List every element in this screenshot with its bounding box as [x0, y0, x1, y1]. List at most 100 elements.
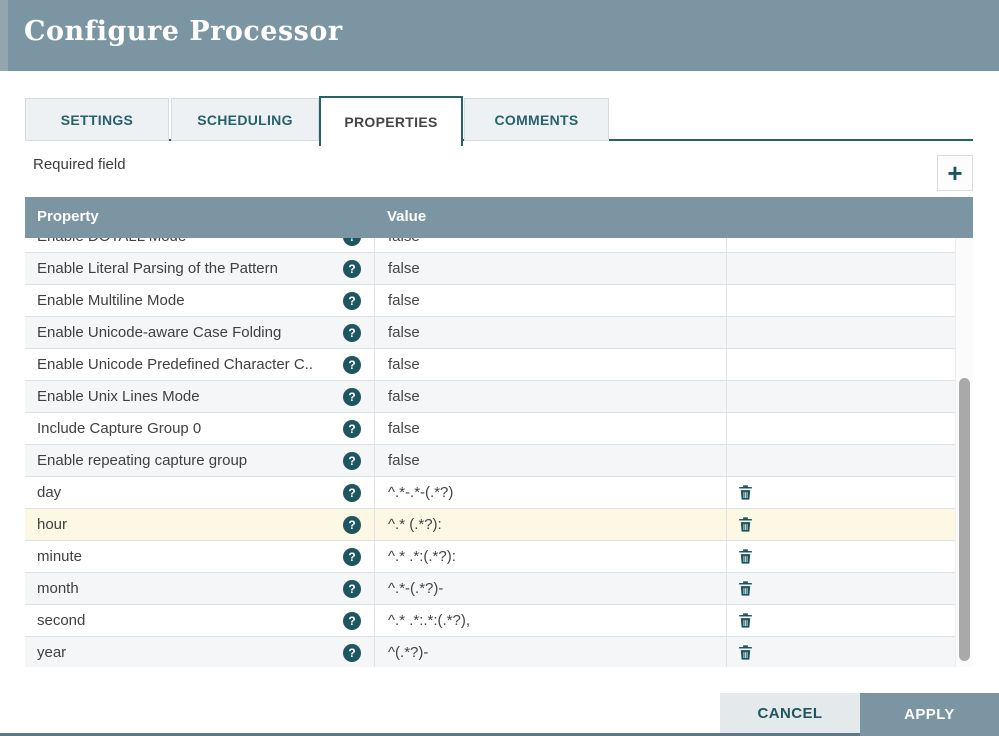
property-name: month — [37, 580, 79, 597]
table-scrollbar-thumb[interactable] — [959, 378, 970, 661]
delete-cell — [726, 413, 955, 444]
add-property-button[interactable]: + — [937, 155, 973, 191]
property-cell: year ? — [25, 637, 374, 667]
property-name: year — [37, 644, 66, 661]
table-row: minute ? ^.* .*:(.*?): — [25, 541, 955, 573]
value-cell[interactable]: false — [374, 381, 726, 412]
table-scrollbar-track[interactable] — [955, 238, 973, 667]
value-cell[interactable]: ^.* .*:.*:(.*?), — [374, 605, 726, 636]
property-name: minute — [37, 548, 82, 565]
help-icon[interactable]: ? — [343, 644, 361, 662]
property-cell: second ? — [25, 605, 374, 636]
delete-cell — [726, 381, 955, 412]
value-cell[interactable]: false — [374, 238, 726, 252]
value-cell[interactable]: false — [374, 413, 726, 444]
property-name: Enable repeating capture group — [37, 452, 247, 469]
cancel-button[interactable]: CANCEL — [720, 693, 860, 733]
help-icon[interactable]: ? — [343, 260, 361, 278]
property-cell: hour ? — [25, 509, 374, 540]
table-row: second ? ^.* .*:.*:(.*?), — [25, 605, 955, 637]
delete-cell — [726, 285, 955, 316]
delete-cell — [726, 253, 955, 284]
delete-property-button trash-icon[interactable] — [736, 483, 756, 503]
table-row: hour ? ^.* (.*?): — [25, 509, 955, 541]
property-name: hour — [37, 516, 67, 533]
help-icon[interactable]: ? — [343, 612, 361, 630]
property-cell: Include Capture Group 0 ? — [25, 413, 374, 444]
table-row: Include Capture Group 0 ? false — [25, 413, 955, 445]
property-name: Enable Literal Parsing of the Pattern — [37, 260, 278, 277]
help-icon[interactable]: ? — [343, 580, 361, 598]
delete-property-button trash-icon[interactable] — [736, 515, 756, 535]
table-row: Enable Unicode Predefined Character C.. … — [25, 349, 955, 381]
delete-property-button trash-icon[interactable] — [736, 579, 756, 599]
column-header-value: Value — [387, 208, 426, 225]
delete-cell — [726, 317, 955, 348]
value-cell[interactable]: ^.* .*:(.*?): — [374, 541, 726, 572]
dialog-title: Configure Processor — [24, 16, 343, 47]
property-cell: minute ? — [25, 541, 374, 572]
required-field-label: Required field — [33, 156, 126, 173]
table-row: Enable Unix Lines Mode ? false — [25, 381, 955, 413]
tab-scheduling[interactable]: SCHEDULING — [171, 98, 319, 141]
apply-button[interactable]: APPLY — [860, 693, 999, 736]
property-cell: Enable DOTALL Mode ? — [25, 238, 374, 252]
table-row: Enable Literal Parsing of the Pattern ? … — [25, 253, 955, 285]
help-icon[interactable]: ? — [343, 238, 361, 246]
delete-property-button trash-icon[interactable] — [736, 611, 756, 631]
table-row: Enable Multiline Mode ? false — [25, 285, 955, 317]
property-name: Enable Unicode Predefined Character C.. — [37, 356, 313, 373]
help-icon[interactable]: ? — [343, 516, 361, 534]
column-header-property: Property — [37, 208, 99, 225]
property-cell: Enable repeating capture group ? — [25, 445, 374, 476]
value-cell[interactable]: false — [374, 349, 726, 380]
delete-property-button trash-icon[interactable] — [736, 643, 756, 663]
titlebar-left-edge — [0, 0, 8, 71]
value-cell[interactable]: false — [374, 285, 726, 316]
value-cell[interactable]: false — [374, 253, 726, 284]
properties-table-body: Enable DOTALL Mode ? false Enable Litera… — [25, 238, 955, 667]
value-cell[interactable]: false — [374, 445, 726, 476]
help-icon[interactable]: ? — [343, 484, 361, 502]
property-cell: Enable Unix Lines Mode ? — [25, 381, 374, 412]
delete-property-button trash-icon[interactable] — [736, 547, 756, 567]
delete-cell — [726, 509, 955, 540]
help-icon[interactable]: ? — [343, 420, 361, 438]
help-icon[interactable]: ? — [343, 388, 361, 406]
property-name: second — [37, 612, 85, 629]
value-cell[interactable]: ^(.*?)- — [374, 637, 726, 667]
configure-processor-dialog: Configure Processor SETTINGS SCHEDULING … — [0, 0, 999, 736]
delete-cell — [726, 349, 955, 380]
delete-cell — [726, 477, 955, 508]
help-icon[interactable]: ? — [343, 356, 361, 374]
help-icon[interactable]: ? — [343, 452, 361, 470]
table-row: month ? ^.*-(.*?)- — [25, 573, 955, 605]
properties-table-header: Property Value — [25, 197, 973, 238]
delete-cell — [726, 238, 955, 252]
help-icon[interactable]: ? — [343, 548, 361, 566]
property-name: Include Capture Group 0 — [37, 420, 201, 437]
plus-icon: + — [947, 158, 962, 188]
property-cell: day ? — [25, 477, 374, 508]
dialog-titlebar: Configure Processor — [0, 0, 999, 71]
tab-comments[interactable]: COMMENTS — [464, 98, 609, 141]
help-icon[interactable]: ? — [343, 324, 361, 342]
table-row: year ? ^(.*?)- — [25, 637, 955, 667]
table-row: Enable Unicode-aware Case Folding ? fals… — [25, 317, 955, 349]
value-cell[interactable]: ^.*-.*-(.*?) — [374, 477, 726, 508]
property-name: day — [37, 484, 61, 501]
property-cell: Enable Literal Parsing of the Pattern ? — [25, 253, 374, 284]
help-icon[interactable]: ? — [343, 292, 361, 310]
value-cell[interactable]: ^.* (.*?): — [374, 509, 726, 540]
property-cell: Enable Unicode-aware Case Folding ? — [25, 317, 374, 348]
delete-cell — [726, 445, 955, 476]
delete-cell — [726, 541, 955, 572]
table-row: Enable DOTALL Mode ? false — [25, 238, 955, 253]
value-cell[interactable]: false — [374, 317, 726, 348]
tab-properties[interactable]: PROPERTIES — [319, 96, 463, 146]
property-cell: Enable Unicode Predefined Character C.. … — [25, 349, 374, 380]
table-row: Enable repeating capture group ? false — [25, 445, 955, 477]
tab-settings[interactable]: SETTINGS — [25, 98, 169, 141]
value-cell[interactable]: ^.*-(.*?)- — [374, 573, 726, 604]
delete-cell — [726, 637, 955, 667]
